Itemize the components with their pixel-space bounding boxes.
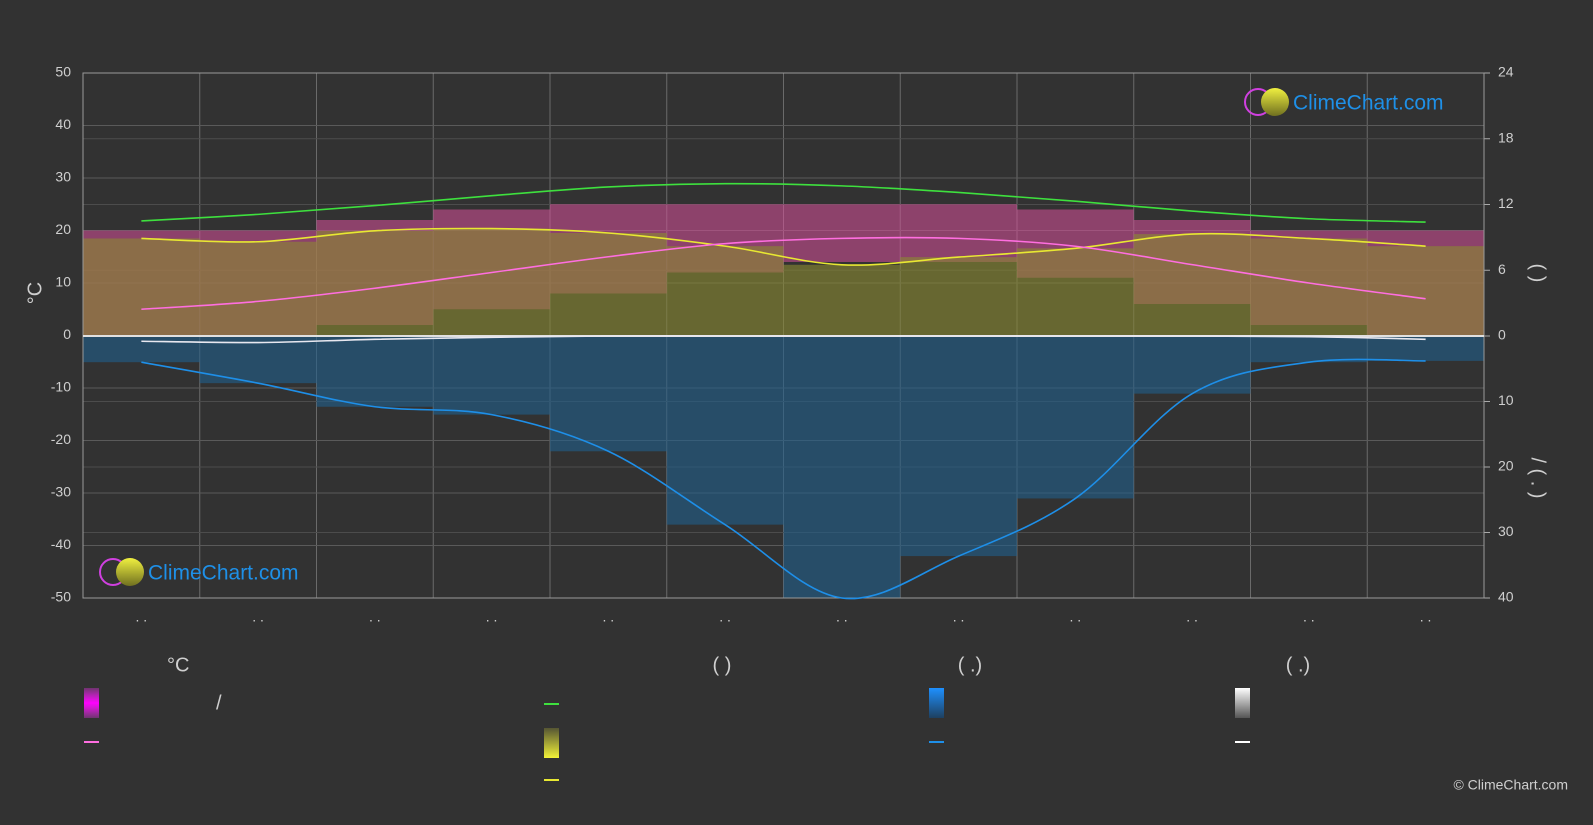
series-bar — [83, 238, 200, 336]
series-line — [141, 227, 1426, 266]
series-bar — [666, 246, 784, 336]
x-tick-label: . . — [486, 609, 498, 625]
series-line — [141, 236, 1426, 311]
y2-tick-label: 0 — [1498, 327, 1506, 343]
x-tick-label: . . — [252, 609, 264, 625]
series-line — [141, 358, 1426, 600]
series-bar — [1250, 336, 1368, 363]
series-bar — [900, 257, 1017, 336]
series-bar — [900, 336, 1017, 557]
series-bar — [1133, 336, 1251, 394]
x-tick-label: . . — [1186, 609, 1198, 625]
y-tick-label: 0 — [63, 326, 71, 342]
series-line — [141, 335, 1426, 344]
watermark-text: ClimeChart.com — [1293, 92, 1444, 115]
y2-tick-label: 18 — [1498, 129, 1514, 145]
y-tick-label: 20 — [55, 221, 71, 237]
x-tick-label: . . — [719, 609, 731, 625]
series-bar — [83, 336, 200, 363]
y2-tick-label: 12 — [1498, 195, 1514, 211]
watermark-text: ClimeChart.com — [148, 562, 299, 585]
watermark-bottom: ClimeChart.com — [99, 558, 299, 586]
watermark-top: ClimeChart.com — [1244, 88, 1444, 116]
y2-axis-label: ( ) — [1527, 264, 1549, 283]
series-bar — [550, 232, 667, 336]
y-axis-label: °C — [24, 282, 46, 304]
series-line — [141, 182, 1426, 223]
series-bar — [1250, 238, 1368, 336]
x-tick-label: . . — [1420, 609, 1432, 625]
legend-header: ( ) — [713, 654, 732, 676]
legend-swatch — [84, 688, 99, 718]
legend-header: ( .) — [958, 654, 982, 676]
temperature-range — [783, 204, 901, 262]
y-tick-label: 40 — [55, 116, 71, 132]
series-bar — [316, 336, 434, 407]
y-tick-label: 30 — [55, 169, 71, 185]
x-tick-label: . . — [836, 609, 848, 625]
y-tick-label: -30 — [51, 484, 71, 500]
y2-tick-label: 24 — [1498, 64, 1514, 80]
legend-swatch — [929, 688, 944, 718]
series-bar — [666, 336, 784, 525]
plot-area: -50 -40 -30 -20 -10 0 10 20 30 40 50 0 6 12 18 24 10 20 30… — [51, 64, 1514, 625]
y3-axis-label: / ( . ) — [1527, 457, 1549, 498]
y3-tick-label: 10 — [1498, 392, 1514, 408]
series-bar — [1133, 234, 1251, 336]
series-bar — [1017, 336, 1134, 499]
legend-note: / — [216, 692, 222, 714]
y3-tick-label: 40 — [1498, 589, 1514, 605]
series-bar — [1017, 248, 1134, 336]
series-bar — [199, 241, 317, 336]
temperature-range — [900, 204, 1017, 262]
x-tick-label: . . — [369, 609, 381, 625]
y-tick-label: 50 — [55, 64, 71, 80]
legend-swatch — [544, 728, 559, 758]
legend-header: °C — [167, 654, 189, 676]
y3-tick-label: 20 — [1498, 458, 1514, 474]
y-tick-label: -40 — [51, 536, 71, 552]
y-tick-label: 10 — [55, 274, 71, 290]
series-bar — [1367, 246, 1484, 336]
x-tick-label: . . — [136, 609, 148, 625]
series-bar — [550, 336, 667, 452]
x-tick-label: . . — [1070, 609, 1082, 625]
y-tick-label: -20 — [51, 431, 71, 447]
y3-tick-label: 30 — [1498, 523, 1514, 539]
x-tick-label: . . — [953, 609, 965, 625]
x-tick-label: . . — [603, 609, 615, 625]
y-tick-label: -50 — [51, 589, 71, 605]
copyright: © ClimeChart.com — [1453, 777, 1568, 793]
series-bar — [433, 336, 550, 415]
series-bar — [783, 336, 901, 598]
series-bar — [1367, 336, 1484, 361]
legend: °C ( ) ( .) ( .) / — [84, 654, 1310, 781]
x-tick-label: . . — [1303, 609, 1315, 625]
y2-tick-label: 6 — [1498, 261, 1506, 277]
series-bar — [433, 228, 550, 336]
legend-swatch — [1235, 688, 1250, 718]
y-tick-label: -10 — [51, 379, 71, 395]
series-bar — [783, 264, 901, 336]
legend-header: ( .) — [1286, 654, 1310, 676]
